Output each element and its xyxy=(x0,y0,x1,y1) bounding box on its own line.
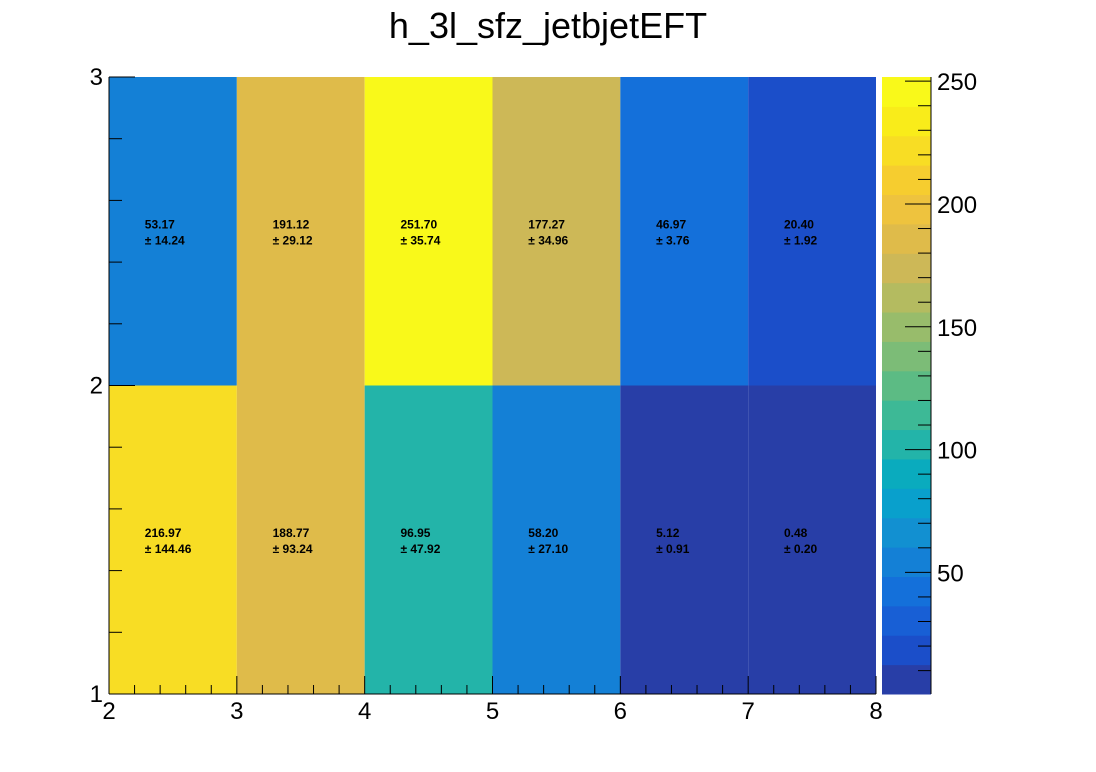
heatmap-cell xyxy=(364,77,493,386)
x-tick-label: 6 xyxy=(614,698,627,725)
heatmap-cell xyxy=(236,385,365,694)
cell-value-label: 5.12 xyxy=(656,526,680,540)
y-tick-label: 2 xyxy=(90,373,103,400)
heatmap-cell xyxy=(748,77,876,386)
color-scale-segment xyxy=(882,341,931,372)
heatmap-cell xyxy=(109,77,237,386)
cell-labels: 216.97 ± 144.46 188.77 ± 93.24 96.95 ± 47.92 5… xyxy=(145,217,818,556)
x-tick-label: 7 xyxy=(741,698,754,725)
heatmap-cell xyxy=(620,385,749,694)
cell-error-label: ± 0.91 xyxy=(656,542,690,556)
color-scale-segment xyxy=(882,135,931,166)
cell-value-label: 216.97 xyxy=(145,526,182,540)
color-scale-segment xyxy=(882,165,931,196)
x-tick-label: 8 xyxy=(869,698,882,725)
color-scale-segment xyxy=(882,370,931,401)
color-scale-segment xyxy=(882,429,931,460)
color-scale-segment xyxy=(882,400,931,431)
color-scale-bar: 50 100 150 200 250 xyxy=(882,69,977,695)
cell-value-label: 0.48 xyxy=(784,526,808,540)
color-scale-tick-label: 200 xyxy=(937,192,977,219)
cell-value-label: 96.95 xyxy=(400,526,430,540)
color-scale-tick-label: 150 xyxy=(937,315,977,342)
heatmap-cell xyxy=(748,385,876,694)
cell-value-label: 191.12 xyxy=(273,217,310,231)
heatmap-cell xyxy=(492,385,621,694)
color-scale-segment xyxy=(882,664,931,695)
y-tick-label: 1 xyxy=(90,681,103,708)
cell-value-label: 251.70 xyxy=(400,217,437,231)
x-tick-label: 2 xyxy=(102,698,115,725)
color-scale-segment xyxy=(882,605,931,636)
cell-error-label: ± 3.76 xyxy=(656,233,690,247)
color-scale-tick-label: 250 xyxy=(937,69,977,96)
heatmap-cell xyxy=(236,77,365,386)
chart-title: h_3l_sfz_jetbjetEFT xyxy=(389,5,707,46)
cell-error-label: ± 29.12 xyxy=(273,233,313,247)
cell-error-label: ± 14.24 xyxy=(145,233,185,247)
cell-error-label: ± 34.96 xyxy=(528,233,568,247)
cell-value-label: 58.20 xyxy=(528,526,558,540)
heatmap-cell xyxy=(620,77,749,386)
cell-error-label: ± 0.20 xyxy=(784,542,818,556)
heatmap-cell xyxy=(364,385,493,694)
color-scale-segment xyxy=(882,282,931,313)
color-scale-segment xyxy=(882,576,931,607)
cell-error-label: ± 93.24 xyxy=(273,542,313,556)
cell-value-label: 46.97 xyxy=(656,217,686,231)
cell-value-label: 188.77 xyxy=(273,526,310,540)
color-scale-segment xyxy=(882,194,931,225)
cell-value-label: 177.27 xyxy=(528,217,565,231)
x-tick-label: 3 xyxy=(230,698,243,725)
cell-error-label: ± 1.92 xyxy=(784,233,818,247)
x-tick-label: 5 xyxy=(486,698,499,725)
color-scale-segment xyxy=(882,106,931,137)
heatmap-cell xyxy=(109,385,237,694)
heatmap-cell xyxy=(492,77,621,386)
color-scale-segment xyxy=(882,488,931,519)
color-scale-tick-label: 100 xyxy=(937,438,977,465)
cell-error-label: ± 35.74 xyxy=(400,233,440,247)
heatmap-cells xyxy=(109,77,876,694)
cell-value-label: 20.40 xyxy=(784,217,814,231)
color-scale-segment xyxy=(882,635,931,666)
cell-error-label: ± 47.92 xyxy=(400,542,440,556)
color-scale-segment xyxy=(882,253,931,284)
color-scale-segment xyxy=(882,517,931,548)
cell-error-label: ± 27.10 xyxy=(528,542,568,556)
color-scale-segment xyxy=(882,77,931,107)
cell-error-label: ± 144.46 xyxy=(145,542,192,556)
y-tick-label: 3 xyxy=(90,64,103,91)
color-scale-tick-label: 50 xyxy=(937,560,964,587)
x-tick-label: 4 xyxy=(358,698,371,725)
cell-value-label: 53.17 xyxy=(145,217,175,231)
